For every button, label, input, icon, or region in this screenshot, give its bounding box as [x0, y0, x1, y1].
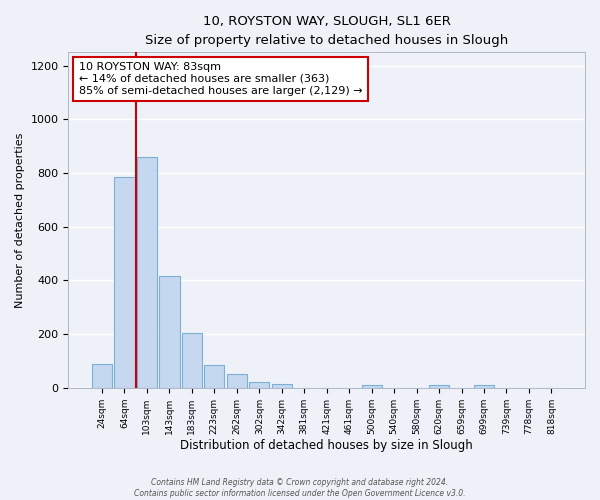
Bar — [92, 364, 112, 388]
Bar — [182, 333, 202, 388]
Bar — [429, 385, 449, 388]
Bar — [115, 177, 134, 388]
X-axis label: Distribution of detached houses by size in Slough: Distribution of detached houses by size … — [181, 440, 473, 452]
Text: 10 ROYSTON WAY: 83sqm
← 14% of detached houses are smaller (363)
85% of semi-det: 10 ROYSTON WAY: 83sqm ← 14% of detached … — [79, 62, 362, 96]
Y-axis label: Number of detached properties: Number of detached properties — [15, 132, 25, 308]
Bar — [362, 385, 382, 388]
Bar — [137, 157, 157, 388]
Bar — [159, 276, 179, 388]
Bar — [204, 365, 224, 388]
Title: 10, ROYSTON WAY, SLOUGH, SL1 6ER
Size of property relative to detached houses in: 10, ROYSTON WAY, SLOUGH, SL1 6ER Size of… — [145, 15, 508, 47]
Bar — [474, 385, 494, 388]
Bar — [272, 384, 292, 388]
Bar — [227, 374, 247, 388]
Text: Contains HM Land Registry data © Crown copyright and database right 2024.
Contai: Contains HM Land Registry data © Crown c… — [134, 478, 466, 498]
Bar — [249, 382, 269, 388]
